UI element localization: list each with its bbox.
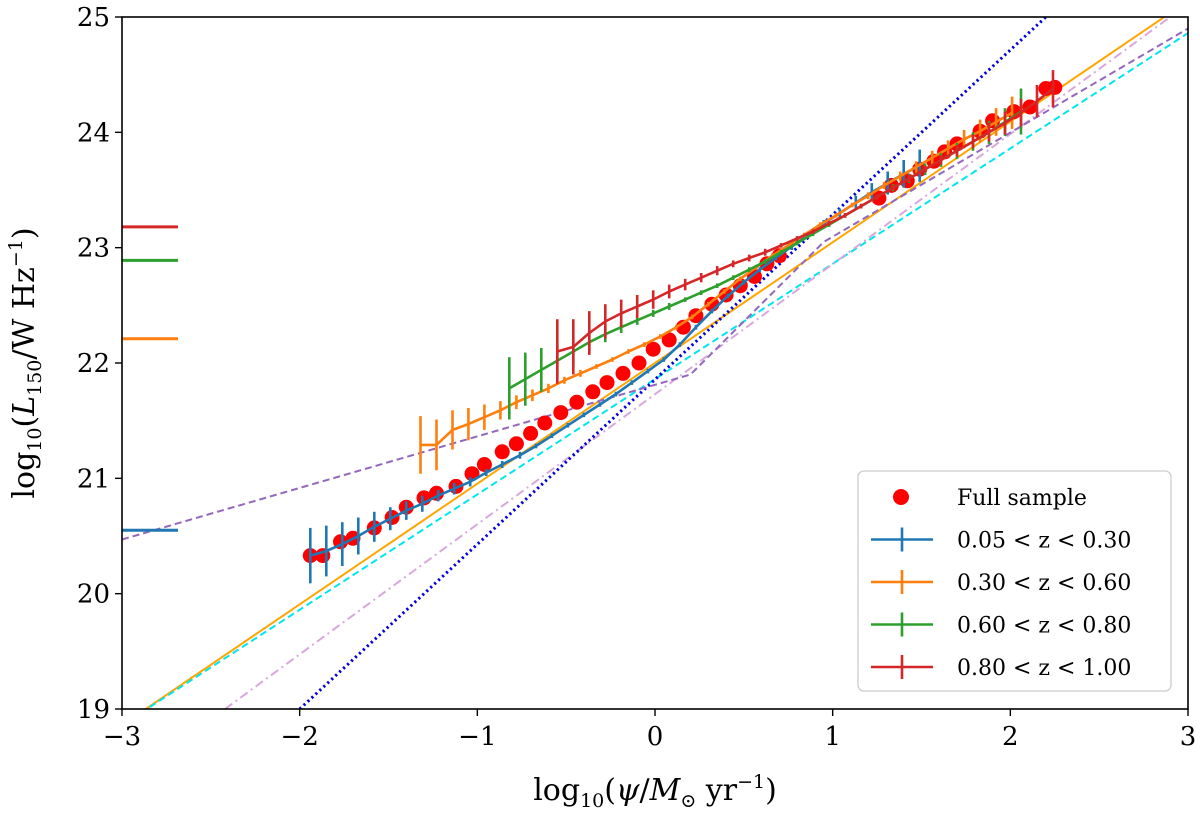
cyan-dashed-relation (144, 32, 1188, 709)
legend-marker-0 (893, 489, 909, 505)
y-axis-label: log10(L150/W Hz−1) (5, 227, 46, 498)
orange-solid-relation (143, 17, 1167, 709)
x-tick-label-5: 2 (1002, 722, 1019, 752)
legend: Full sample 0.05 < z < 0.30 0.30 < z < 0.6… (857, 470, 1172, 692)
series-3-line (556, 87, 1054, 353)
full-sample-point-12 (494, 444, 510, 460)
x-tick-label-0: −3 (103, 722, 141, 752)
full-sample-point-21 (631, 355, 647, 371)
legend-label-4: 0.80 < z < 1.00 (957, 656, 1131, 681)
y-tick-label-3: 22 (77, 349, 110, 379)
full-sample-point-24 (675, 319, 691, 335)
legend-label-2: 0.30 < z < 0.60 (957, 571, 1131, 596)
full-sample-point-22 (645, 341, 661, 357)
plot-area (122, 17, 1188, 709)
full-sample-point-13 (508, 436, 524, 452)
x-tick-label-4: 1 (824, 722, 841, 752)
x-tick-label-6: 3 (1180, 722, 1197, 752)
y-tick-label-6: 25 (77, 3, 110, 33)
full-sample-point-20 (615, 365, 631, 381)
x-tick-label-2: −1 (458, 722, 496, 752)
y-tick-label-1: 20 (77, 580, 110, 610)
legend-box (857, 470, 1172, 692)
full-sample-point-15 (537, 415, 553, 431)
legend-label-3: 0.60 < z < 0.80 (957, 614, 1131, 639)
full-sample-point-27 (718, 287, 734, 303)
full-sample-point-17 (569, 394, 585, 410)
legend-label-1: 0.05 < z < 0.30 (957, 529, 1131, 554)
full-sample-point-19 (599, 375, 615, 391)
legend-label-0: Full sample (957, 486, 1087, 511)
x-axis-label: log10(ψ/M⊙ yr−1) (533, 771, 777, 812)
y-tick-label-0: 19 (77, 695, 110, 725)
y-tick-label-2: 21 (77, 464, 110, 494)
full-sample-point-16 (553, 405, 569, 421)
full-sample-point-18 (585, 384, 601, 400)
series-1-line (420, 111, 1013, 447)
full-sample-point-11 (476, 457, 492, 472)
x-tick-label-1: −2 (281, 722, 319, 752)
plot-layer (122, 17, 1188, 709)
y-tick-label-5: 24 (77, 118, 110, 148)
plum-dashdot-relation (224, 17, 1171, 709)
full-sample-point-23 (661, 332, 677, 348)
blue-dotted-relation (298, 17, 1047, 709)
full-sample-point-14 (523, 425, 539, 441)
y-tick-label-4: 23 (77, 234, 110, 264)
x-tick-label-3: 0 (647, 722, 664, 752)
